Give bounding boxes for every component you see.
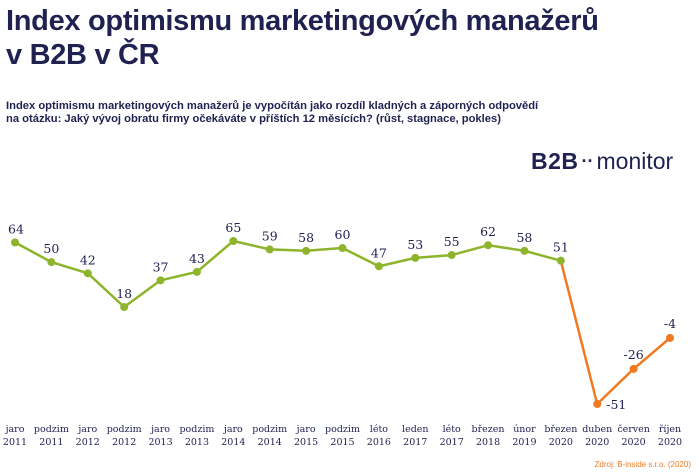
x-tick-label: únor xyxy=(513,424,536,435)
data-point xyxy=(338,244,347,253)
data-point xyxy=(411,253,420,262)
x-tick-label-year: 2015 xyxy=(330,437,354,448)
data-label: 58 xyxy=(516,230,532,245)
chart-subtitle: Index optimismu marketingových manažerů … xyxy=(6,100,566,126)
source-note: Zdroj: B-inside s.r.o. (2020) xyxy=(594,460,691,469)
x-tick-label: duben xyxy=(582,424,612,435)
data-point xyxy=(302,246,311,255)
data-label: -4 xyxy=(664,316,676,331)
series-line-orange xyxy=(559,260,671,406)
data-point xyxy=(593,400,602,408)
data-label: 37 xyxy=(153,259,169,274)
x-tick-label-year: 2013 xyxy=(185,437,209,448)
series-line-green xyxy=(14,239,562,309)
subtitle-line-2: na otázku: Jaký vývoj obratu firmy očeká… xyxy=(6,113,501,125)
x-tick-label: jaro xyxy=(150,424,170,435)
data-label: 51 xyxy=(553,240,569,255)
data-label: 47 xyxy=(371,245,387,260)
x-tick-label: léto xyxy=(443,424,461,435)
x-tick-label-year: 2020 xyxy=(622,437,646,448)
x-tick-label-year: 2017 xyxy=(440,437,464,448)
x-tick-label-year: 2014 xyxy=(258,437,282,448)
x-tick-label: jaro xyxy=(5,424,25,435)
data-label: 62 xyxy=(480,224,496,239)
data-label: 42 xyxy=(80,252,96,267)
title-line-2: v B2B v ČR xyxy=(6,39,160,71)
data-point xyxy=(120,303,129,312)
x-tick-label: březen xyxy=(472,424,505,435)
x-tick-label-year: 2019 xyxy=(512,437,536,448)
x-tick-label-year: 2012 xyxy=(76,437,100,448)
x-tick-label-year: 2011 xyxy=(39,437,63,448)
data-point xyxy=(192,267,201,276)
data-label: 53 xyxy=(407,237,423,252)
x-tick-label: podzim xyxy=(34,424,69,435)
logo-monitor-text: monitor xyxy=(596,148,674,174)
data-point xyxy=(447,251,456,260)
x-tick-label-year: 2014 xyxy=(221,437,245,448)
data-point xyxy=(83,269,92,278)
data-point xyxy=(47,258,56,267)
x-tick-label: jaro xyxy=(296,424,316,435)
data-point xyxy=(156,276,165,285)
x-tick-label: podzim xyxy=(325,424,360,435)
x-tick-label: jaro xyxy=(223,424,243,435)
data-point xyxy=(520,246,529,255)
data-label: 59 xyxy=(262,228,278,243)
b2b-monitor-logo: B2B ·· monitor xyxy=(531,147,673,177)
data-point xyxy=(484,241,493,250)
data-label: 18 xyxy=(116,286,132,301)
x-tick-label: leden xyxy=(402,424,428,435)
x-tick-label: jaro xyxy=(77,424,97,435)
x-tick-label-year: 2020 xyxy=(549,437,573,448)
x-tick-label: březen xyxy=(544,424,577,435)
data-label: 65 xyxy=(225,220,241,235)
x-tick-label-year: 2018 xyxy=(476,437,500,448)
x-tick-label-year: 2015 xyxy=(294,437,318,448)
data-point xyxy=(265,245,274,254)
x-tick-label: podzim xyxy=(179,424,214,435)
data-point xyxy=(556,256,565,265)
data-label: 55 xyxy=(444,234,460,249)
x-tick-label-year: 2013 xyxy=(148,437,172,448)
data-label: 64 xyxy=(8,221,24,236)
data-point xyxy=(229,237,238,245)
logo-dots: ·· xyxy=(581,151,594,171)
x-tick-label-year: 2017 xyxy=(403,437,427,448)
data-label: 43 xyxy=(189,251,205,266)
x-tick-label: léto xyxy=(370,424,388,435)
data-label: 58 xyxy=(298,230,314,245)
x-tick-label-year: 2016 xyxy=(367,437,391,448)
data-label: 60 xyxy=(335,227,351,242)
subtitle-line-1: Index optimismu marketingových manažerů … xyxy=(6,100,539,112)
data-point xyxy=(374,262,383,271)
data-point xyxy=(11,238,19,247)
data-point xyxy=(666,333,674,342)
data-label: -51 xyxy=(606,397,626,412)
x-tick-label: podzim xyxy=(107,424,142,435)
data-point xyxy=(629,364,638,373)
x-tick-label-year: 2012 xyxy=(112,437,136,448)
title-line-1: Index optimismu marketingových manažerů xyxy=(6,5,599,37)
chart-title: Index optimismu marketingových manažerů … xyxy=(6,4,646,72)
data-label: 50 xyxy=(43,241,59,256)
x-tick-label-year: 2020 xyxy=(585,437,609,448)
x-tick-label-year: 2011 xyxy=(3,437,27,448)
x-tick-label-year: 2020 xyxy=(658,437,682,448)
x-tick-label: říjen xyxy=(659,424,681,435)
data-label: -26 xyxy=(624,347,644,362)
x-tick-label: podzim xyxy=(252,424,287,435)
logo-b2b-text: B2B xyxy=(531,148,579,174)
x-tick-label: červen xyxy=(617,424,650,435)
